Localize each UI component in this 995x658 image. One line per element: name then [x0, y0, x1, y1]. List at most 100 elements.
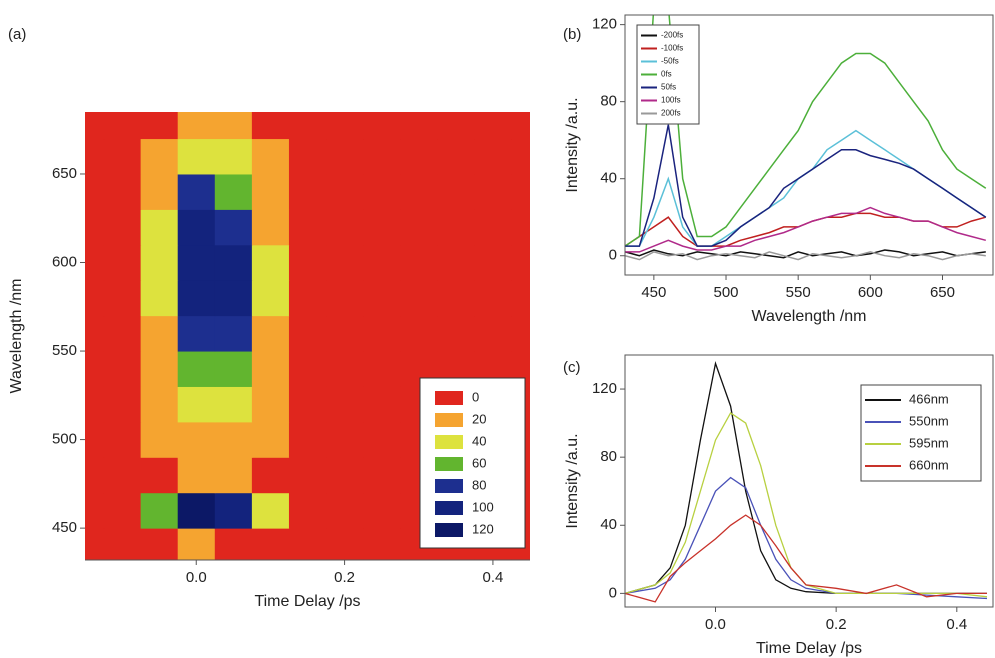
heat-cell: [400, 244, 438, 281]
y-axis-label: Intensity /a.u.: [564, 433, 581, 528]
y-tick-label: 40: [600, 516, 617, 533]
heat-cell: [326, 457, 364, 494]
heat-cell: [103, 386, 142, 423]
x-tick-label: 0.0: [705, 616, 726, 633]
y-tick-label: 80: [600, 93, 617, 110]
panel-label: (b): [563, 26, 581, 43]
heat-cell: [288, 492, 327, 529]
heat-cell: [400, 209, 438, 246]
legend-label: 120: [472, 521, 494, 536]
x-tick-label: 0.2: [334, 569, 355, 586]
heat-cell: [214, 351, 253, 387]
y-tick-label: 80: [600, 448, 617, 465]
heat-cell: [326, 173, 364, 210]
heat-cell: [363, 315, 401, 352]
heat-cell: [140, 112, 179, 140]
x-tick-label: 550: [786, 284, 811, 301]
heat-cell: [400, 280, 438, 317]
series-line: [625, 476, 988, 600]
heat-cell: [326, 315, 364, 352]
heat-cell: [140, 421, 179, 458]
heat-cell: [140, 209, 179, 246]
heat-cell: [288, 280, 327, 317]
series-line: [625, 15, 987, 247]
heat-cell: [511, 138, 530, 175]
heat-cell: [177, 112, 216, 140]
heat-cell: [251, 421, 290, 458]
heat-cell: [437, 315, 475, 352]
heat-cell: [326, 386, 364, 423]
heat-cell: [326, 138, 364, 175]
x-axis-label: Wavelength /nm: [751, 308, 866, 325]
heat-cell: [214, 244, 253, 281]
heat-cell: [103, 244, 142, 281]
heat-cell: [400, 112, 438, 140]
heat-cell: [474, 138, 512, 175]
heat-cell: [214, 112, 253, 140]
heat-cell: [288, 351, 327, 387]
heat-cell: [326, 280, 364, 317]
heat-cell: [474, 280, 512, 317]
heat-cell: [511, 209, 530, 246]
heat-cell: [326, 112, 364, 140]
heat-cell: [103, 421, 142, 458]
heat-cell: [363, 457, 401, 494]
heat-cell: [85, 244, 105, 281]
heat-cell: [474, 244, 512, 281]
heat-cell: [103, 492, 142, 529]
heat-cell: [511, 173, 530, 210]
heat-cell: [251, 528, 290, 560]
heat-cell: [103, 528, 142, 560]
x-tick-label: 0.4: [946, 616, 967, 633]
heat-cell: [85, 315, 105, 352]
y-tick-label: 450: [52, 519, 77, 536]
axes-frame: [624, 14, 994, 276]
heat-cell: [214, 492, 253, 529]
heat-cell: [251, 280, 290, 317]
y-tick-label: 40: [600, 170, 617, 187]
y-tick-label: 550: [52, 342, 77, 359]
x-tick-label: 600: [858, 284, 883, 301]
heat-cell: [326, 492, 364, 529]
heat-cell: [85, 351, 105, 387]
heat-cell: [85, 209, 105, 246]
heat-cell: [326, 244, 364, 281]
panel-label: (a): [8, 26, 26, 43]
legend-label: 0fs: [661, 70, 672, 79]
heat-cell: [214, 421, 253, 458]
plot-area: [625, 361, 988, 603]
heat-cell: [326, 421, 364, 458]
y-axis-label: Wavelength /nm: [8, 278, 25, 393]
heat-cell: [251, 492, 290, 529]
heat-cell: [288, 528, 327, 560]
heat-cell: [103, 112, 142, 140]
y-tick-label: 0: [609, 247, 617, 264]
heat-cell: [474, 315, 512, 352]
legend-swatch: [435, 391, 463, 405]
heat-cell: [288, 244, 327, 281]
series-line: [625, 212, 986, 247]
heat-cell: [363, 351, 401, 387]
legend-label: 200fs: [661, 109, 681, 118]
x-tick-label: 0.0: [186, 569, 207, 586]
legend-label: 80: [472, 477, 486, 492]
heat-cell: [437, 173, 475, 210]
panel-label: (c): [563, 359, 581, 376]
heat-cell: [85, 386, 105, 423]
heat-cell: [140, 528, 179, 560]
heat-cell: [288, 315, 327, 352]
plot-area: [625, 15, 987, 261]
heat-cell: [140, 351, 179, 387]
heat-cell: [103, 138, 142, 175]
heat-cell: [363, 244, 401, 281]
legend-swatch: [435, 413, 463, 427]
heat-cell: [251, 173, 290, 210]
heat-cell: [511, 315, 530, 352]
x-tick-label: 500: [714, 284, 739, 301]
legend-label: 0: [472, 389, 479, 404]
legend-swatch: [435, 501, 463, 515]
heat-cell: [511, 280, 530, 317]
y-tick-label: 500: [52, 431, 77, 448]
heat-cell: [177, 209, 216, 246]
